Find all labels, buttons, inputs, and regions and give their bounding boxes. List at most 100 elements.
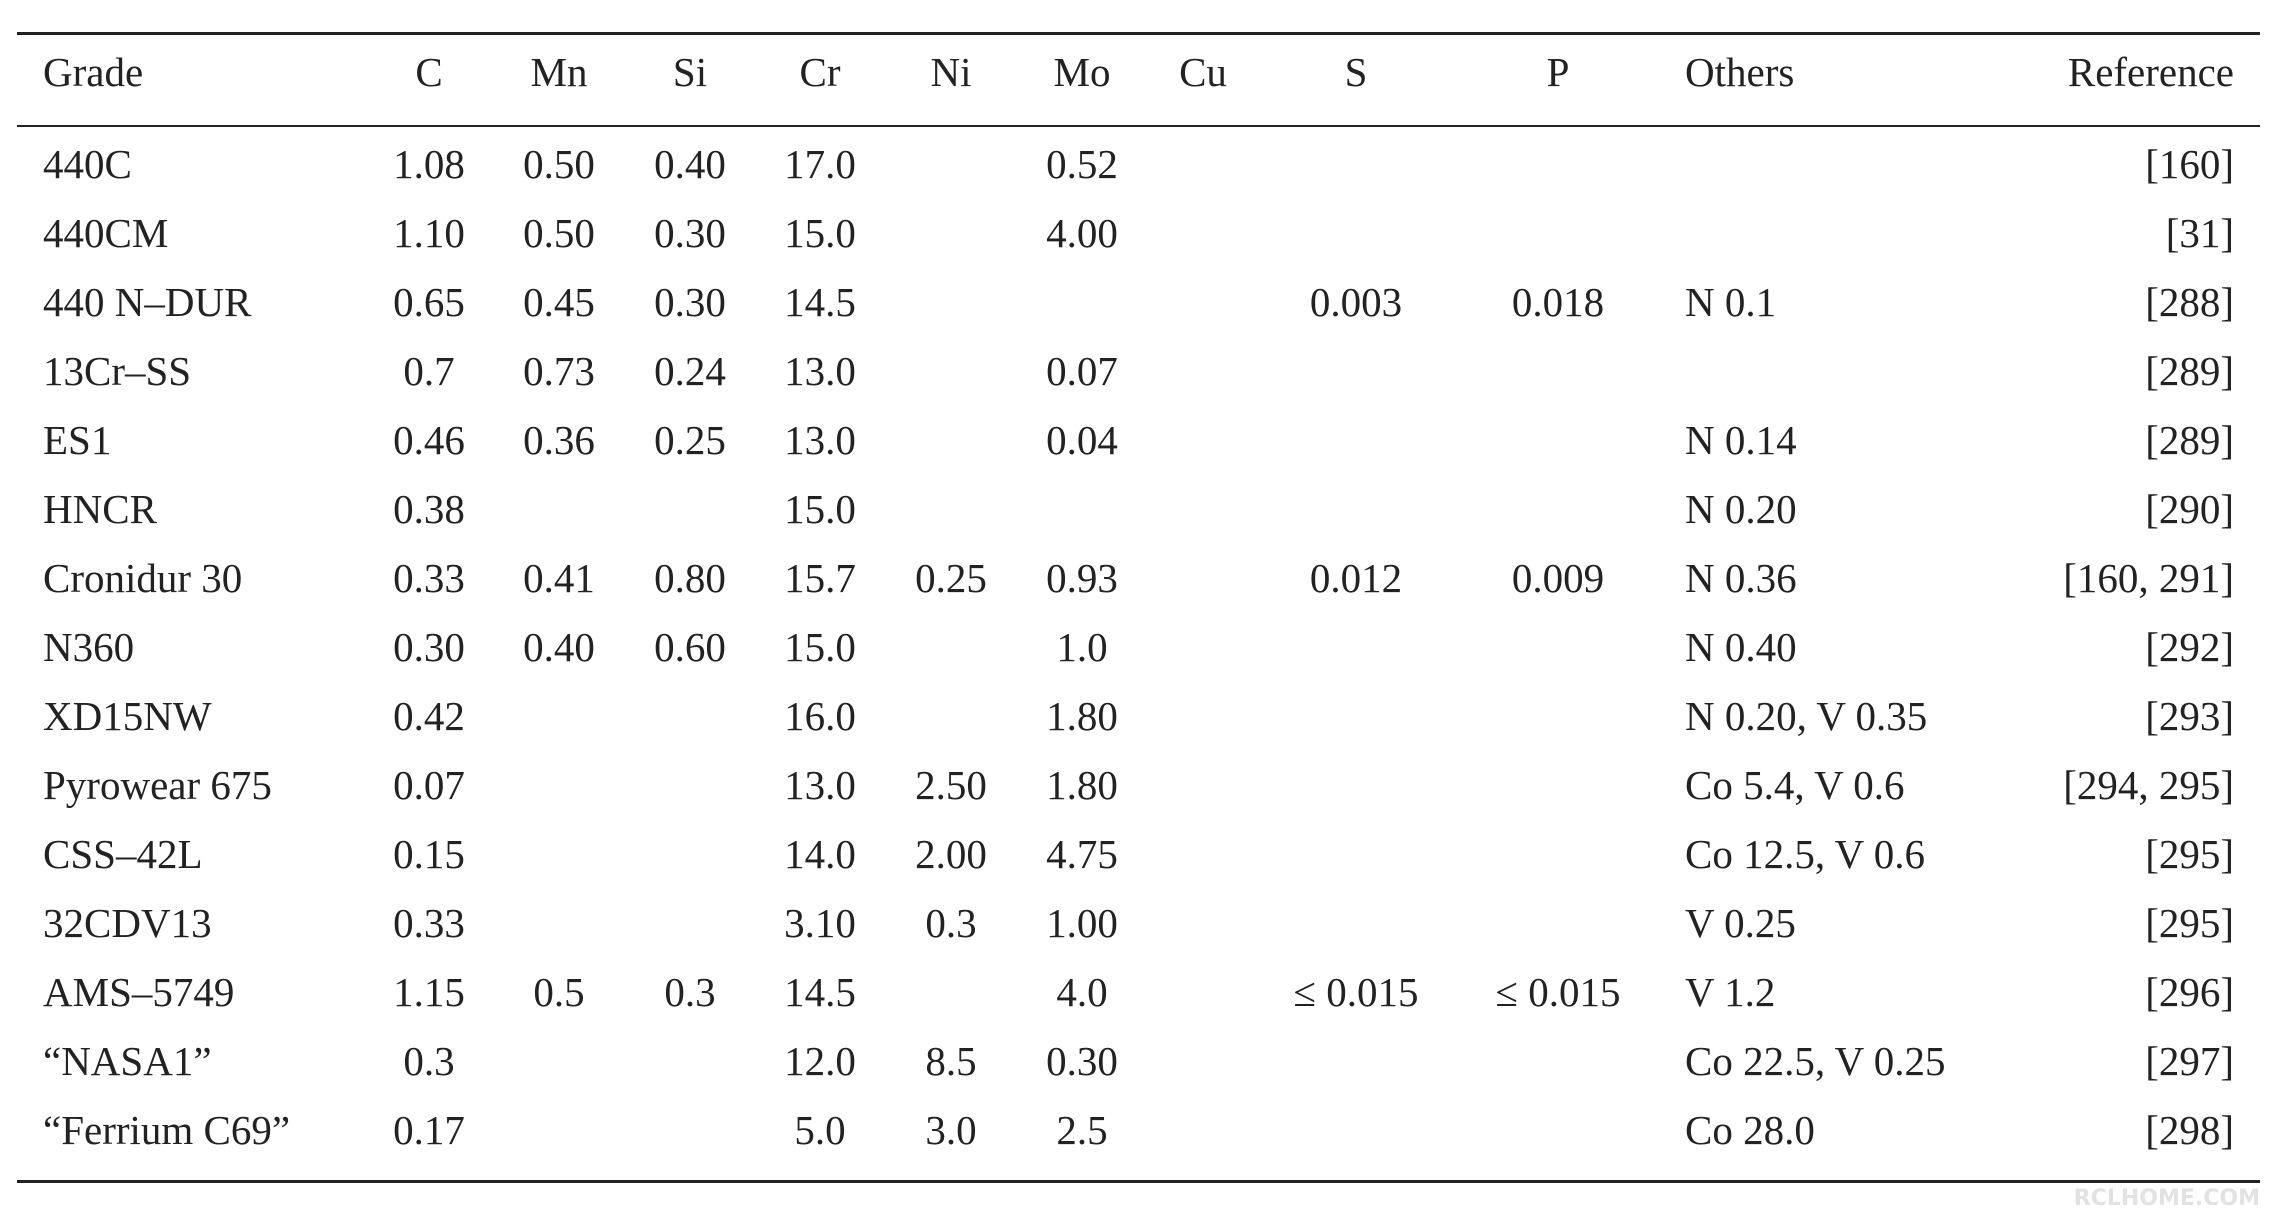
table-cell: [160] (2145, 141, 2234, 187)
table-cell: 13Cr–SS (43, 348, 192, 394)
header-cell: C (415, 49, 443, 95)
header-cell: S (1344, 49, 1368, 95)
table-cell: 14.0 (784, 831, 856, 877)
table-cell: 4.0 (1056, 969, 1108, 1015)
table-cell: 1.08 (393, 141, 465, 187)
table-cell: 0.30 (1046, 1038, 1118, 1084)
table-cell: 15.0 (784, 624, 856, 670)
header-cell: Mn (530, 49, 588, 95)
table-cell: 0.50 (523, 141, 595, 187)
table-cell: 5.0 (794, 1107, 846, 1153)
table-cell: 2.00 (915, 831, 987, 877)
table-cell: Co 28.0 (1685, 1107, 1815, 1153)
table-cell: 1.80 (1046, 693, 1118, 739)
header-cell: P (1546, 49, 1570, 95)
table-cell: [292] (2145, 624, 2234, 670)
table-cell: 0.009 (1511, 555, 1605, 601)
table-cell: 14.5 (784, 279, 856, 325)
table-cell: 12.0 (784, 1038, 856, 1084)
table-cell: 0.7 (403, 348, 455, 394)
table-cell: 0.36 (523, 417, 595, 463)
table-cell: V 1.2 (1685, 969, 1776, 1015)
table-cell: 0.50 (523, 210, 595, 256)
table-cell: 0.38 (393, 486, 465, 532)
table-cell: 17.0 (784, 141, 856, 187)
table-cell: 14.5 (784, 969, 856, 1015)
header-cell: Others (1685, 49, 1795, 95)
table-cell: 0.3 (925, 900, 977, 946)
table-cell: N 0.40 (1685, 624, 1797, 670)
table-cell: 0.46 (393, 417, 465, 463)
table-cell: [288] (2145, 279, 2234, 325)
table-cell: 0.17 (393, 1107, 465, 1153)
table-cell: [160, 291] (2063, 555, 2234, 601)
table-cell: 0.24 (654, 348, 726, 394)
table-cell: 0.3 (664, 969, 716, 1015)
table-cell: [289] (2145, 348, 2234, 394)
table-cell: [298] (2145, 1107, 2234, 1153)
table-cell: 2.5 (1056, 1107, 1108, 1153)
watermark: RCLHOME.COM (2073, 1186, 2260, 1211)
top-rule (17, 32, 2260, 35)
table-cell: 1.00 (1046, 900, 1118, 946)
table-cell: 1.15 (393, 969, 465, 1015)
table-cell: 32CDV13 (43, 900, 212, 946)
table-cell: 0.25 (654, 417, 726, 463)
table-cell: 0.012 (1309, 555, 1403, 601)
table-cell: Co 12.5, V 0.6 (1685, 831, 1925, 877)
table-cell: 0.40 (654, 141, 726, 187)
header-cell: Ni (930, 49, 972, 95)
table-cell: 0.42 (393, 693, 465, 739)
header-cell: Cr (799, 49, 841, 95)
table-cell: 4.00 (1046, 210, 1118, 256)
table-cell: 2.50 (915, 762, 987, 808)
header-cell: Grade (43, 49, 144, 95)
table-cell: 8.5 (925, 1038, 977, 1084)
table-cell: 3.10 (784, 900, 856, 946)
table-cell: 0.41 (523, 555, 595, 601)
table-cell: 0.07 (393, 762, 465, 808)
header-cell: Reference (2067, 49, 2234, 95)
table-cell: N360 (43, 624, 135, 670)
table-cell: [297] (2145, 1038, 2234, 1084)
table-cell: [31] (2165, 210, 2234, 256)
table-cell: CSS–42L (43, 831, 203, 877)
table-cell: [295] (2145, 900, 2234, 946)
table-cell: N 0.36 (1685, 555, 1797, 601)
header-cell: Si (672, 49, 708, 95)
table-cell: [294, 295] (2063, 762, 2234, 808)
table-cell: 440CM (43, 210, 169, 256)
table-cell: 16.0 (784, 693, 856, 739)
table-cell: “NASA1” (43, 1038, 212, 1084)
table-cell: 0.73 (523, 348, 595, 394)
table-cell: [289] (2145, 417, 2234, 463)
table-cell: 0.30 (654, 210, 726, 256)
table-cell: 13.0 (784, 417, 856, 463)
header-cell: Cu (1179, 49, 1227, 95)
table-cell: 0.3 (403, 1038, 455, 1084)
table-cell: [296] (2145, 969, 2234, 1015)
table-cell: XD15NW (43, 693, 212, 739)
table-cell: [293] (2145, 693, 2234, 739)
table-cell: ES1 (43, 417, 112, 463)
table-cell: 0.5 (533, 969, 585, 1015)
table-cell: N 0.20 (1685, 486, 1797, 532)
table-cell: 0.15 (393, 831, 465, 877)
table-cell: 1.80 (1046, 762, 1118, 808)
table-cell: Pyrowear 675 (43, 762, 272, 808)
table-cell: 15.0 (784, 486, 856, 532)
table-cell: Co 22.5, V 0.25 (1685, 1038, 1946, 1084)
table-cell: AMS–5749 (43, 969, 235, 1015)
table-cell: 13.0 (784, 762, 856, 808)
table-cell: ≤ 0.015 (1293, 969, 1419, 1015)
table-cell: ≤ 0.015 (1495, 969, 1621, 1015)
table-cell: HNCR (43, 486, 157, 532)
table-cell: 15.0 (784, 210, 856, 256)
table-cell: Cronidur 30 (43, 555, 243, 601)
table-cell: 13.0 (784, 348, 856, 394)
table-cell: 440 N–DUR (43, 279, 252, 325)
table-cell: 0.07 (1046, 348, 1118, 394)
table-cell: 3.0 (925, 1107, 977, 1153)
table-cell: N 0.1 (1685, 279, 1777, 325)
